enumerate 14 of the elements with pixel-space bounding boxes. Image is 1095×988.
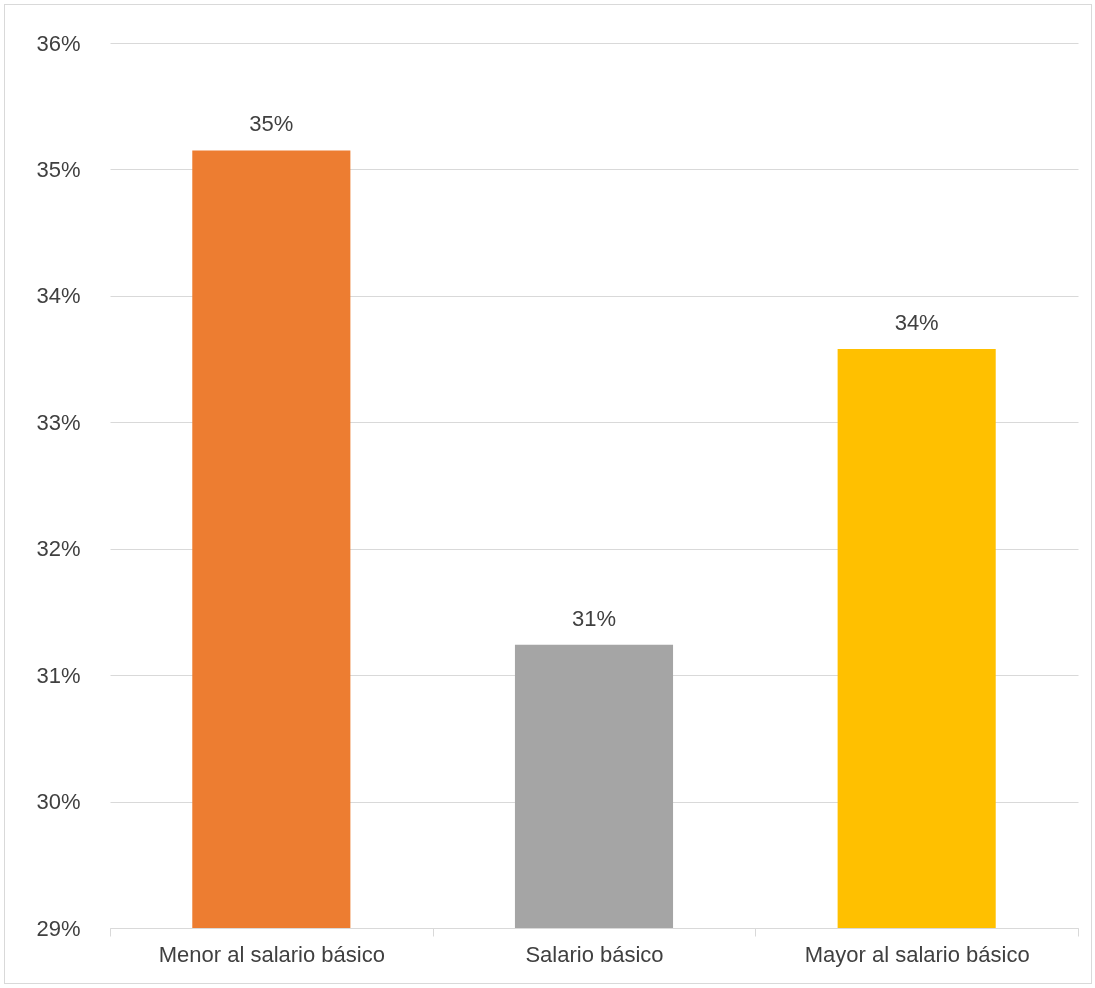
y-tick-label: 34% <box>36 283 81 309</box>
y-tick-label: 33% <box>36 409 81 435</box>
data-label: 34% <box>894 309 939 335</box>
x-tick-label: Mayor al salario básico <box>804 941 1030 967</box>
x-tick-label: Salario básico <box>525 941 664 967</box>
data-label: 31% <box>571 605 617 631</box>
data-label: 35% <box>249 111 294 137</box>
y-tick-label: 35% <box>36 156 81 182</box>
y-tick-label: 32% <box>36 536 81 562</box>
x-tick-label: Menor al salario básico <box>158 941 385 967</box>
y-tick-label: 30% <box>36 789 81 815</box>
y-tick-label: 29% <box>36 915 81 941</box>
y-tick-label: 36% <box>36 30 81 56</box>
y-tick-label: 31% <box>36 662 81 688</box>
